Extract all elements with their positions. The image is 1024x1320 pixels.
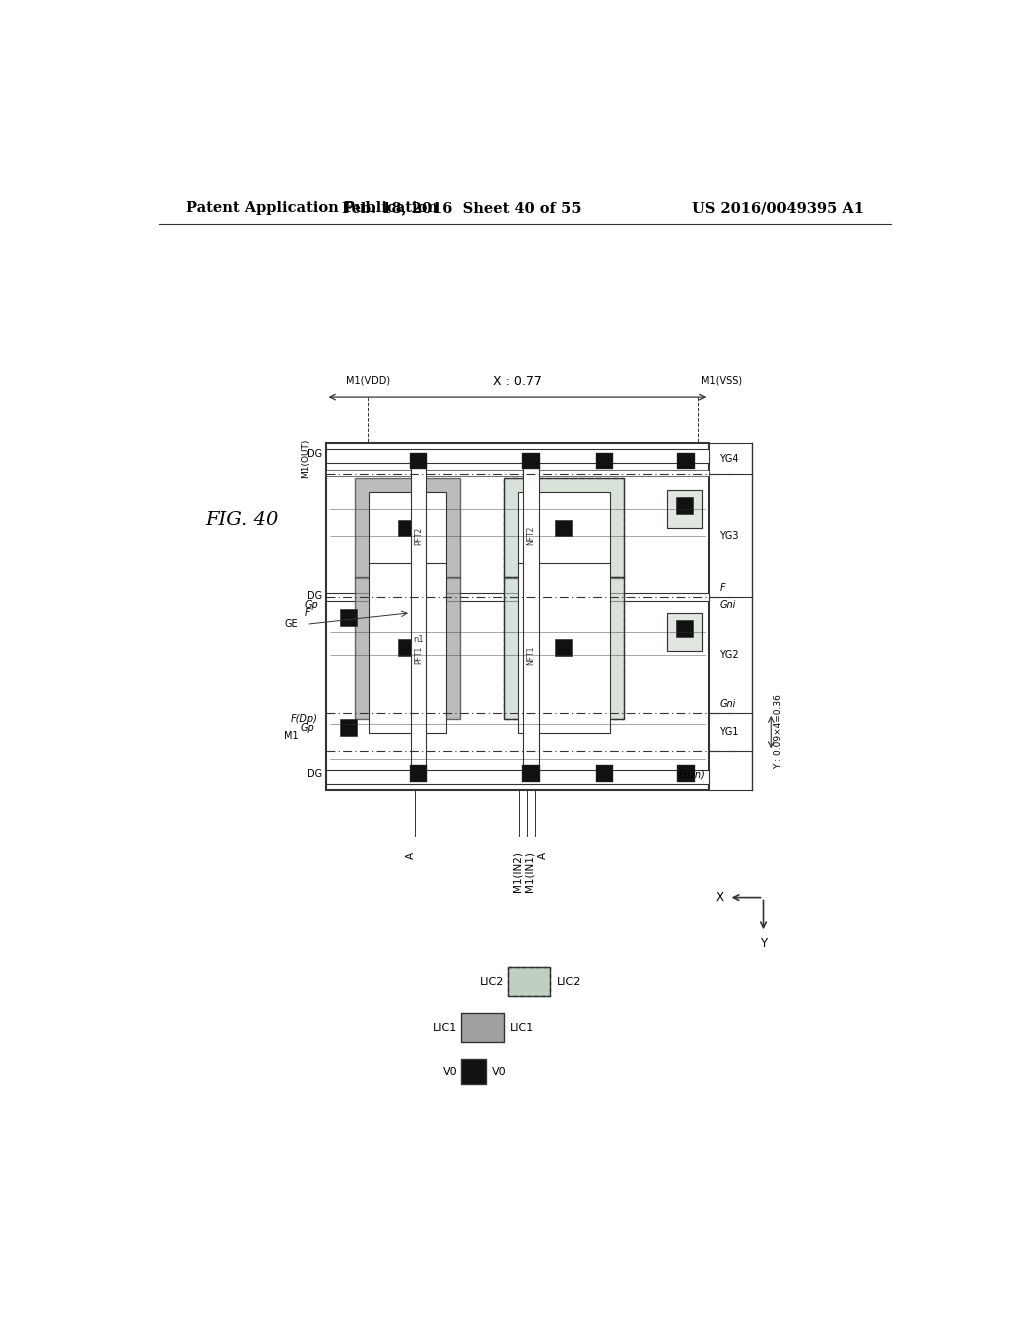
Text: DG: DG <box>306 591 322 601</box>
Text: X: X <box>716 891 724 904</box>
Text: NFT1: NFT1 <box>526 645 536 665</box>
Text: YG4: YG4 <box>719 454 739 463</box>
Bar <box>340 719 356 737</box>
Bar <box>461 1059 486 1084</box>
Bar <box>667 490 701 528</box>
Text: Gp: Gp <box>300 723 314 733</box>
Text: F(Dn): F(Dn) <box>679 770 706 779</box>
Text: Gp: Gp <box>304 601 317 610</box>
Bar <box>518 492 610 564</box>
Bar <box>504 478 624 578</box>
Bar <box>504 577 624 719</box>
Bar <box>667 490 701 528</box>
Text: LIC2: LIC2 <box>479 977 504 986</box>
Text: DG: DG <box>306 770 322 779</box>
Bar <box>355 577 460 719</box>
Text: Gni: Gni <box>719 700 735 709</box>
Text: Gni: Gni <box>719 599 735 610</box>
Text: FIG. 40: FIG. 40 <box>206 511 279 529</box>
Bar <box>326 470 710 477</box>
Text: GE: GE <box>285 619 299 630</box>
Bar <box>326 449 710 463</box>
Bar <box>410 453 427 470</box>
Bar <box>326 444 710 789</box>
Text: M1(VSS): M1(VSS) <box>701 376 742 385</box>
Bar <box>398 639 416 656</box>
Text: M1(VDD): M1(VDD) <box>346 376 390 385</box>
Bar <box>504 577 624 719</box>
Bar <box>461 1014 504 1043</box>
Text: F: F <box>719 583 725 594</box>
Bar <box>518 562 610 733</box>
Text: V0: V0 <box>493 1067 507 1077</box>
Text: F(Dp): F(Dp) <box>291 714 317 723</box>
Bar <box>522 453 540 470</box>
Text: A: A <box>406 851 416 858</box>
Text: LIC1: LIC1 <box>433 1023 458 1032</box>
Bar <box>508 966 550 997</box>
Bar <box>504 478 624 578</box>
Bar <box>676 620 693 638</box>
Bar <box>523 463 539 770</box>
Bar <box>555 520 572 536</box>
Text: PFT2: PFT2 <box>414 527 423 545</box>
Text: LIC2: LIC2 <box>557 977 581 986</box>
Bar <box>398 520 416 536</box>
Bar <box>596 766 613 781</box>
Text: X : 0.77: X : 0.77 <box>493 375 542 388</box>
Text: F: F <box>304 607 310 618</box>
Text: Y : 0.09×4=0.36: Y : 0.09×4=0.36 <box>774 694 783 770</box>
Bar <box>411 463 426 770</box>
Bar <box>667 612 701 651</box>
Bar <box>410 766 427 781</box>
Text: LIC1: LIC1 <box>510 1023 535 1032</box>
Bar <box>678 766 694 781</box>
Text: Y: Y <box>760 937 767 950</box>
Bar <box>555 639 572 656</box>
Text: PFT1: PFT1 <box>414 645 423 664</box>
Text: YG2: YG2 <box>719 649 739 660</box>
Text: Feb. 18, 2016  Sheet 40 of 55: Feb. 18, 2016 Sheet 40 of 55 <box>341 202 581 215</box>
Text: M1(IN1): M1(IN1) <box>524 851 535 892</box>
Bar <box>522 766 540 781</box>
Text: DG: DG <box>306 449 322 459</box>
Bar <box>326 770 710 784</box>
Bar <box>596 453 613 470</box>
Text: A: A <box>538 851 548 858</box>
Text: US 2016/0049395 A1: US 2016/0049395 A1 <box>692 202 864 215</box>
Text: M1(IN2): M1(IN2) <box>512 851 522 892</box>
Text: YG3: YG3 <box>719 531 739 541</box>
Bar <box>369 562 445 733</box>
Text: M1: M1 <box>284 731 299 741</box>
Text: M1(OUT): M1(OUT) <box>301 438 310 478</box>
Bar <box>369 492 445 564</box>
Bar <box>355 478 460 578</box>
Text: V0: V0 <box>442 1067 458 1077</box>
Text: YG1: YG1 <box>719 727 739 737</box>
Bar <box>667 612 701 651</box>
Text: NFT2: NFT2 <box>526 525 536 545</box>
Bar <box>678 453 694 470</box>
Text: n1: n1 <box>414 635 424 644</box>
Bar <box>508 966 550 997</box>
Bar <box>340 609 356 626</box>
Bar <box>676 498 693 515</box>
Bar <box>326 594 710 601</box>
Text: Patent Application Publication: Patent Application Publication <box>186 202 438 215</box>
